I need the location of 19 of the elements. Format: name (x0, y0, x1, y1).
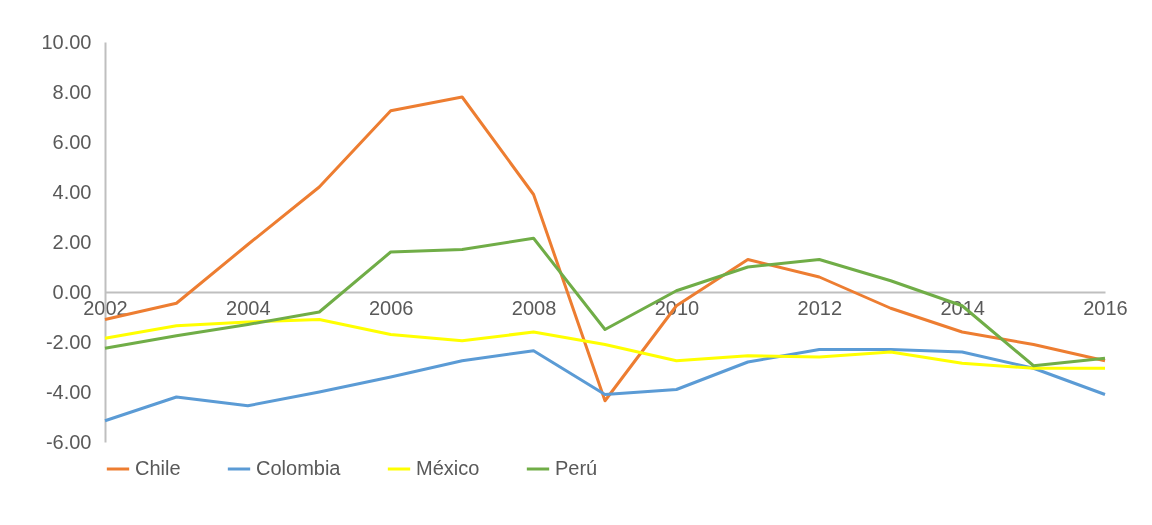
y-tick-label: 8.00 (52, 80, 92, 103)
legend-label: Perú (555, 457, 598, 479)
y-tick-label: 2.00 (52, 230, 92, 253)
x-tick-label: 2008 (511, 296, 557, 319)
y-tick-label: -4.00 (45, 380, 92, 403)
line-series (103, 348, 1107, 423)
y-tick-label: -2.00 (45, 330, 92, 353)
x-tick-label: 2006 (368, 296, 414, 319)
x-tick-label: 2016 (1083, 296, 1128, 319)
x-tick-label: 2004 (226, 296, 271, 319)
y-tick-label: 6.00 (52, 130, 92, 153)
legend-label: Colombia (256, 457, 342, 479)
legend-label: México (416, 457, 480, 479)
line-series (103, 318, 1107, 370)
y-tick-label: 10.00 (41, 30, 92, 53)
legend-label: Chile (135, 457, 181, 479)
x-tick-label: 2012 (797, 296, 843, 319)
y-tick-label: 4.00 (52, 180, 92, 203)
y-tick-label: -6.00 (45, 430, 92, 453)
